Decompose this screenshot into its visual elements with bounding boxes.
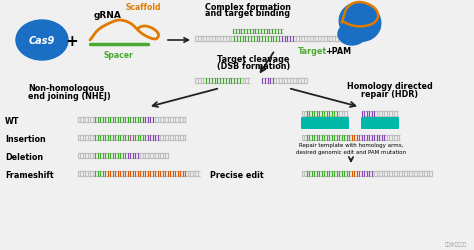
Text: Precise edit: Precise edit [210, 170, 264, 179]
Text: WT: WT [5, 116, 19, 125]
Text: +: + [65, 33, 78, 48]
Text: Cas9: Cas9 [29, 36, 55, 46]
Text: Deletion: Deletion [5, 152, 43, 161]
Text: Homology directed: Homology directed [347, 82, 433, 91]
Text: 知乎@诺井生物: 知乎@诺井生物 [445, 241, 467, 246]
Text: gRNA: gRNA [94, 10, 122, 20]
Text: +PAM: +PAM [325, 47, 351, 56]
Text: and target binding: and target binding [206, 9, 291, 18]
Text: Insertion: Insertion [5, 134, 46, 143]
Text: Complex formation: Complex formation [205, 3, 291, 12]
FancyBboxPatch shape [301, 118, 349, 130]
Text: Target: Target [298, 47, 327, 56]
Text: repair (HDR): repair (HDR) [362, 90, 419, 98]
Text: Frameshift: Frameshift [5, 170, 54, 179]
Ellipse shape [339, 4, 381, 42]
Ellipse shape [16, 21, 68, 61]
Text: Spacer: Spacer [103, 51, 133, 60]
Text: Repair template with homology arms,
desired genomic edit and PAM mutation: Repair template with homology arms, desi… [296, 142, 406, 154]
Ellipse shape [338, 24, 366, 46]
Text: Target cleavage: Target cleavage [217, 54, 289, 63]
Text: Non-homologous: Non-homologous [28, 84, 104, 93]
Text: Scaffold: Scaffold [125, 4, 161, 13]
Text: (DSB formation): (DSB formation) [217, 62, 290, 71]
Text: end joining (NHEJ): end joining (NHEJ) [28, 92, 111, 100]
FancyBboxPatch shape [361, 118, 399, 130]
